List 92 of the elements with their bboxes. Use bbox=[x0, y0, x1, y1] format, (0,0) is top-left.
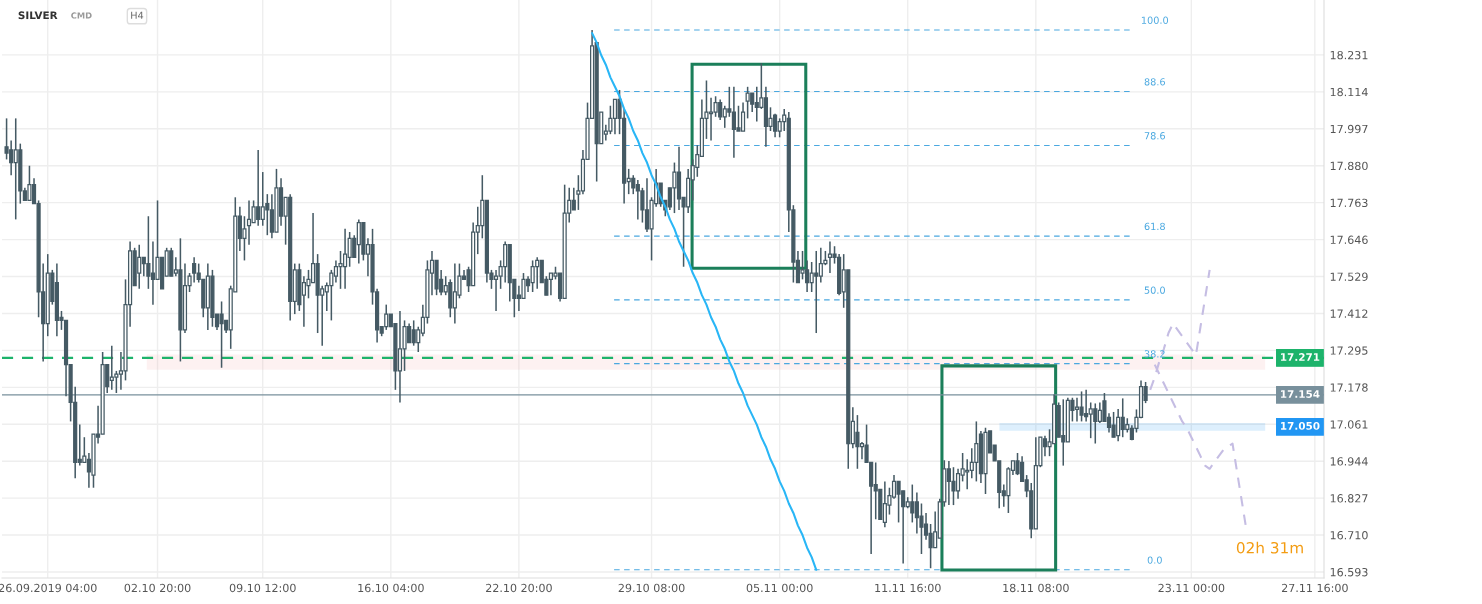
candlestick bbox=[150, 240, 156, 306]
candlestick bbox=[137, 243, 142, 290]
candlestick bbox=[530, 259, 535, 293]
candlestick bbox=[955, 468, 961, 500]
candlestick bbox=[219, 300, 224, 369]
x-tick-label: 09.10 12:00 bbox=[229, 583, 296, 593]
candlestick bbox=[754, 86, 759, 123]
candlestick bbox=[535, 256, 540, 290]
candlestick bbox=[1120, 397, 1125, 438]
candlestick bbox=[722, 104, 727, 129]
ref-line-label: 17.271 bbox=[1281, 353, 1320, 361]
candlestick bbox=[329, 269, 334, 322]
y-tick-label: 17.529 bbox=[1330, 272, 1368, 281]
y-tick-label: 17.178 bbox=[1330, 383, 1368, 392]
annotation: 0.0 bbox=[1147, 556, 1162, 564]
candlestick bbox=[1088, 401, 1093, 439]
candlestick bbox=[631, 174, 636, 195]
y-tick-label: 18.231 bbox=[1330, 50, 1368, 60]
candlestick bbox=[800, 250, 805, 281]
annotation: 38.2 bbox=[1144, 350, 1165, 358]
x-tick-label: 22.10 20:00 bbox=[486, 583, 552, 593]
text: SILVER bbox=[18, 11, 58, 20]
y-tick-label: 16.593 bbox=[1330, 567, 1368, 577]
candlestick bbox=[612, 98, 618, 135]
candlestick bbox=[814, 250, 819, 334]
y-tick-label: 17.061 bbox=[1330, 420, 1368, 429]
candlestick bbox=[27, 164, 32, 202]
annotation: 02h 31m bbox=[1236, 541, 1303, 554]
annotation: 100.0 bbox=[1141, 16, 1169, 24]
x-tick-label: 16.10 04:00 bbox=[358, 583, 424, 593]
candlestick bbox=[571, 187, 576, 211]
candlestick bbox=[246, 199, 252, 246]
x-tick-label: 02.10 20:00 bbox=[124, 583, 191, 593]
candlestick bbox=[750, 92, 755, 113]
candlestick bbox=[141, 256, 146, 277]
x-tick-label: 18.11 08:00 bbox=[1003, 583, 1069, 593]
candlestick bbox=[347, 231, 352, 268]
candlestick bbox=[1061, 398, 1066, 467]
candlestick bbox=[965, 458, 970, 491]
band-label: 17.050 bbox=[1281, 421, 1320, 430]
y-tick-label: 17.646 bbox=[1330, 235, 1368, 244]
candlestick bbox=[548, 272, 554, 296]
y-tick-label: 17.997 bbox=[1330, 124, 1368, 134]
y-tick-label: 16.827 bbox=[1330, 494, 1368, 503]
candlestick bbox=[873, 461, 878, 521]
y-tick-label: 18.114 bbox=[1330, 87, 1368, 97]
candlestick bbox=[333, 259, 339, 284]
candlestick bbox=[493, 269, 499, 312]
candlestick bbox=[672, 161, 677, 214]
candlestick bbox=[969, 447, 974, 480]
candlestick bbox=[384, 303, 389, 331]
candlestick bbox=[1074, 396, 1080, 423]
annotation: 61.8 bbox=[1144, 222, 1165, 231]
candlestick bbox=[1111, 411, 1116, 438]
candlestick bbox=[1093, 402, 1098, 445]
candlestick bbox=[745, 86, 750, 120]
candlestick bbox=[708, 97, 714, 142]
candlestick bbox=[740, 101, 746, 132]
y-tick-label: 17.412 bbox=[1330, 309, 1368, 318]
x-tick-label: 23.11 00:00 bbox=[1158, 583, 1225, 593]
candlestick bbox=[974, 420, 979, 483]
candlestick bbox=[1079, 390, 1084, 423]
candlestick bbox=[411, 319, 416, 347]
candlestick bbox=[772, 112, 778, 139]
candlestick bbox=[910, 483, 915, 524]
annotation: CMD bbox=[71, 12, 92, 19]
y-tick-label: 16.944 bbox=[1330, 457, 1368, 466]
annotation: 88.6 bbox=[1144, 78, 1165, 86]
candlestick bbox=[260, 171, 265, 227]
y-tick-label: 16.710 bbox=[1330, 531, 1368, 540]
annotation: 78.6 bbox=[1144, 132, 1165, 140]
line-series bbox=[591, 32, 818, 571]
candlestick bbox=[146, 215, 151, 290]
x-tick-label: 27.11 16:00 bbox=[1281, 583, 1348, 593]
candlestick bbox=[356, 218, 361, 265]
y-tick-label: 17.763 bbox=[1330, 198, 1368, 208]
candlestick bbox=[13, 117, 18, 221]
annotation: 50.0 bbox=[1144, 286, 1165, 294]
candlestick bbox=[338, 250, 343, 290]
ref-line-label: 17.154 bbox=[1281, 390, 1320, 398]
candlestick bbox=[827, 240, 833, 274]
x-tick-label: 05.11 00:00 bbox=[746, 583, 813, 593]
candlestick bbox=[644, 177, 650, 233]
candlestick bbox=[896, 480, 901, 524]
x-tick-label: 29.10 08:00 bbox=[618, 583, 685, 593]
candlestick bbox=[397, 310, 403, 404]
annotation: H4 bbox=[131, 11, 144, 19]
x-tick-label: 11.11 16:00 bbox=[875, 583, 941, 593]
candlestick bbox=[342, 228, 348, 290]
y-tick-label: 17.880 bbox=[1330, 161, 1368, 171]
candlestick bbox=[109, 344, 114, 391]
y-tick-label: 17.295 bbox=[1330, 346, 1368, 355]
